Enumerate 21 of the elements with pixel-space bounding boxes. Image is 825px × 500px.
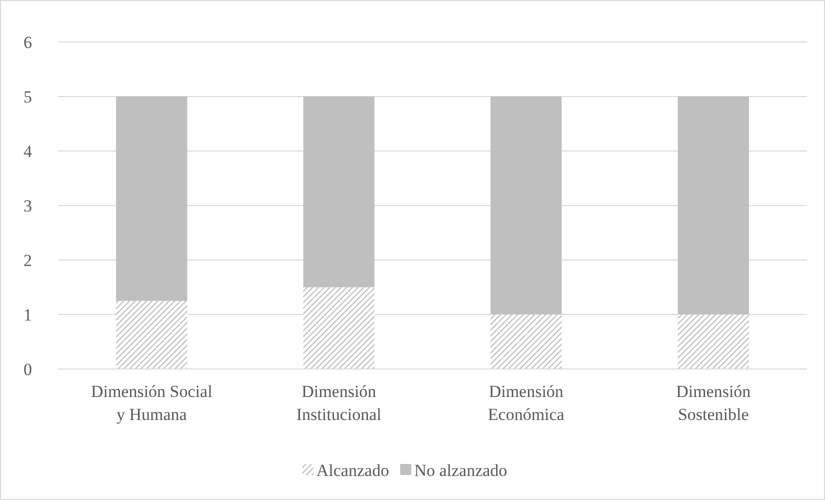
bar: [116, 300, 188, 369]
y-tick-label: 3: [24, 196, 32, 216]
bar: [303, 96, 374, 288]
y-tick-label: 1: [24, 305, 32, 324]
x-tick-label: Dimensión Social y Humana: [90, 382, 213, 424]
x-tick-label: Dimensión Sostenible: [676, 382, 752, 424]
bar: [678, 96, 749, 314]
bar: [116, 96, 188, 301]
y-tick-label: 2: [24, 250, 32, 270]
bar: [490, 96, 562, 314]
bar: [303, 287, 374, 369]
y-tick-label: 6: [24, 32, 32, 52]
legend-label: No alzanzado: [414, 460, 508, 480]
x-tick-label: Dimensión Institucional: [296, 382, 382, 424]
bar: [490, 314, 562, 369]
legend-label: Alcanzado: [316, 460, 390, 480]
x-tick-label: Dimensión Económica: [488, 382, 565, 424]
y-tick-label: 5: [24, 87, 32, 106]
y-tick-label: 0: [24, 360, 32, 379]
y-tick-label: 4: [24, 142, 32, 161]
bar: [678, 314, 749, 369]
